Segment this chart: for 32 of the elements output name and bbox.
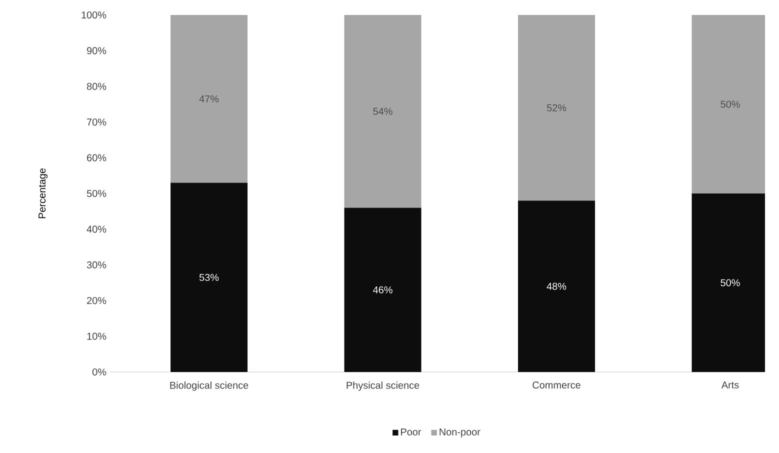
y-tick-label: 40% (86, 226, 106, 233)
bar (170, 14, 248, 183)
x-tick-label: Arts (721, 381, 739, 388)
y-tick-label: 10% (87, 332, 106, 340)
y-tick-label: 50% (86, 190, 106, 198)
data-label: 50% (720, 279, 740, 286)
y-axis-title: Percentage (38, 168, 48, 218)
bar (518, 200, 596, 372)
bar (344, 14, 422, 208)
bar (518, 14, 596, 201)
y-tick-label: 20% (87, 297, 106, 304)
data-label: 48% (546, 282, 566, 290)
y-tick-label: 0% (92, 368, 106, 376)
bar (170, 182, 248, 372)
data-label: 54% (373, 108, 392, 115)
x-tick-label: Commerce (532, 382, 580, 389)
y-tick-label: 90% (87, 47, 106, 54)
data-label: 47% (199, 95, 219, 102)
data-label: 50% (720, 100, 740, 108)
y-tick-label: 100% (82, 11, 106, 19)
y-tick-label: 30% (86, 261, 106, 268)
x-tick-label: Physical science (346, 382, 420, 391)
legend-label: Non-poor (440, 428, 480, 438)
legend-label: Poor (401, 428, 422, 436)
x-tick-label: Biological science (170, 382, 248, 391)
y-tick-label: 60% (87, 154, 106, 162)
data-label: 52% (546, 104, 566, 112)
data-label: 46% (373, 286, 392, 294)
y-tick-label: 70% (87, 118, 106, 126)
y-tick-label: 80% (86, 82, 106, 90)
data-label: 53% (199, 274, 219, 281)
bar (344, 208, 422, 372)
